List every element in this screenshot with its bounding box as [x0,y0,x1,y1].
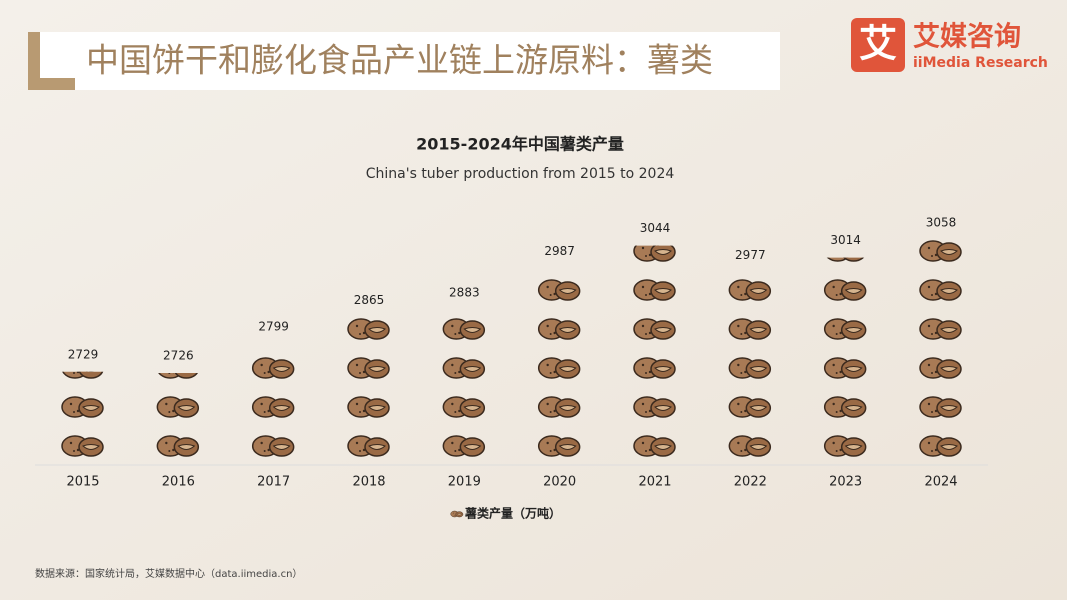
source: 数据来源：国家统计局，艾媒数据中心（data.iimedia.cn） [35,567,302,580]
potato-icon [442,318,486,340]
banner-corner [28,32,75,90]
title-banner [28,32,780,90]
potato-icon [728,435,772,457]
value-label: 3044 [640,221,671,235]
potato-icon [919,240,962,262]
value-label: 2729 [68,347,99,361]
potato-icon [537,279,581,301]
potato-icon [537,357,581,379]
chart-subtitle: China's tuber production from 2015 to 20… [366,166,675,182]
potato-icon [156,396,200,418]
value-label: 3058 [926,216,957,230]
potato-icon [442,396,486,418]
potato-icon [156,435,200,457]
potato-icon [251,435,295,457]
x-tick-label: 2017 [257,475,290,490]
x-tick-label: 2022 [734,475,767,490]
logo-mark: 艾 [859,22,897,66]
potato-icon [633,435,676,457]
chart-title: 2015-2024年中国薯类产量 [416,135,624,154]
potato-icon [347,357,390,379]
potato-icon [919,318,962,340]
page-title: 中国饼干和膨化食品产业链上游原料：薯类 [86,41,713,80]
legend-label: 薯类产量（万吨） [464,506,561,521]
potato-icon [537,396,581,418]
potato-icon [633,396,676,418]
potato-icon [823,357,867,379]
potato-icon [919,435,962,457]
potato-icon [728,279,772,301]
x-tick-label: 2024 [924,475,957,490]
potato-icon [61,435,104,457]
x-tick-label: 2023 [829,475,862,490]
potato-icon [61,396,104,418]
potato-icon [251,396,295,418]
potato-icon [633,279,676,301]
x-tick-label: 2020 [543,475,576,490]
logo-en: iiMedia Research [913,55,1048,71]
potato-icon [251,357,295,379]
potato-icon [823,396,867,418]
x-tick-label: 2021 [638,475,671,490]
value-label: 2865 [354,293,385,307]
potato-icon [347,435,390,457]
potato-icon [919,396,962,418]
legend-icon [450,510,464,518]
potato-icon [537,318,581,340]
value-label: 2883 [449,286,480,300]
potato-icon [633,357,676,379]
x-tick-label: 2019 [448,475,481,490]
x-tick-label: 2018 [352,475,385,490]
potato-icon [823,318,867,340]
potato-icon [442,357,486,379]
potato-icon [347,318,390,340]
value-label: 2977 [735,248,766,262]
logo-name: 艾媒咨询 [913,21,1021,53]
logo-mark-bg [851,18,905,72]
x-tick-label: 2016 [162,475,195,490]
potato-icon [633,318,676,340]
potato-icon [728,396,772,418]
potato-icon [823,435,867,457]
potato-icon [442,435,486,457]
value-label: 3014 [830,233,861,247]
value-label: 2799 [258,319,289,333]
potato-icon [728,357,772,379]
potato-icon [728,318,772,340]
value-label: 2987 [544,244,575,258]
potato-icon [919,357,962,379]
value-label: 2726 [163,349,194,363]
potato-icon [823,279,867,301]
potato-icon [919,279,962,301]
potato-icon [537,435,581,457]
potato-icon [347,396,390,418]
x-tick-label: 2015 [66,475,99,490]
